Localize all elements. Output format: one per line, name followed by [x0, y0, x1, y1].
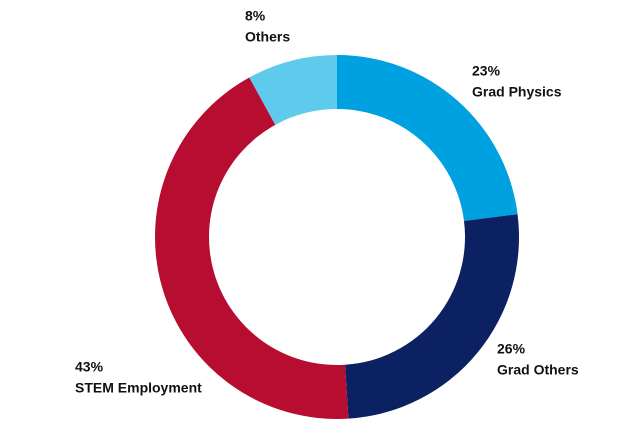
donut-segment	[345, 214, 519, 419]
category-label: Grad Others	[497, 362, 579, 378]
value-label: 23%	[472, 63, 501, 79]
value-label: 8%	[245, 8, 266, 24]
donut-segment	[249, 55, 337, 125]
value-label: 26%	[497, 341, 526, 357]
donut-segment	[337, 55, 518, 221]
value-label: 43%	[75, 359, 104, 375]
donut-segment	[155, 77, 349, 420]
category-label: STEM Employment	[75, 380, 202, 396]
category-label: Grad Physics	[472, 84, 562, 100]
category-label: Others	[245, 29, 290, 45]
